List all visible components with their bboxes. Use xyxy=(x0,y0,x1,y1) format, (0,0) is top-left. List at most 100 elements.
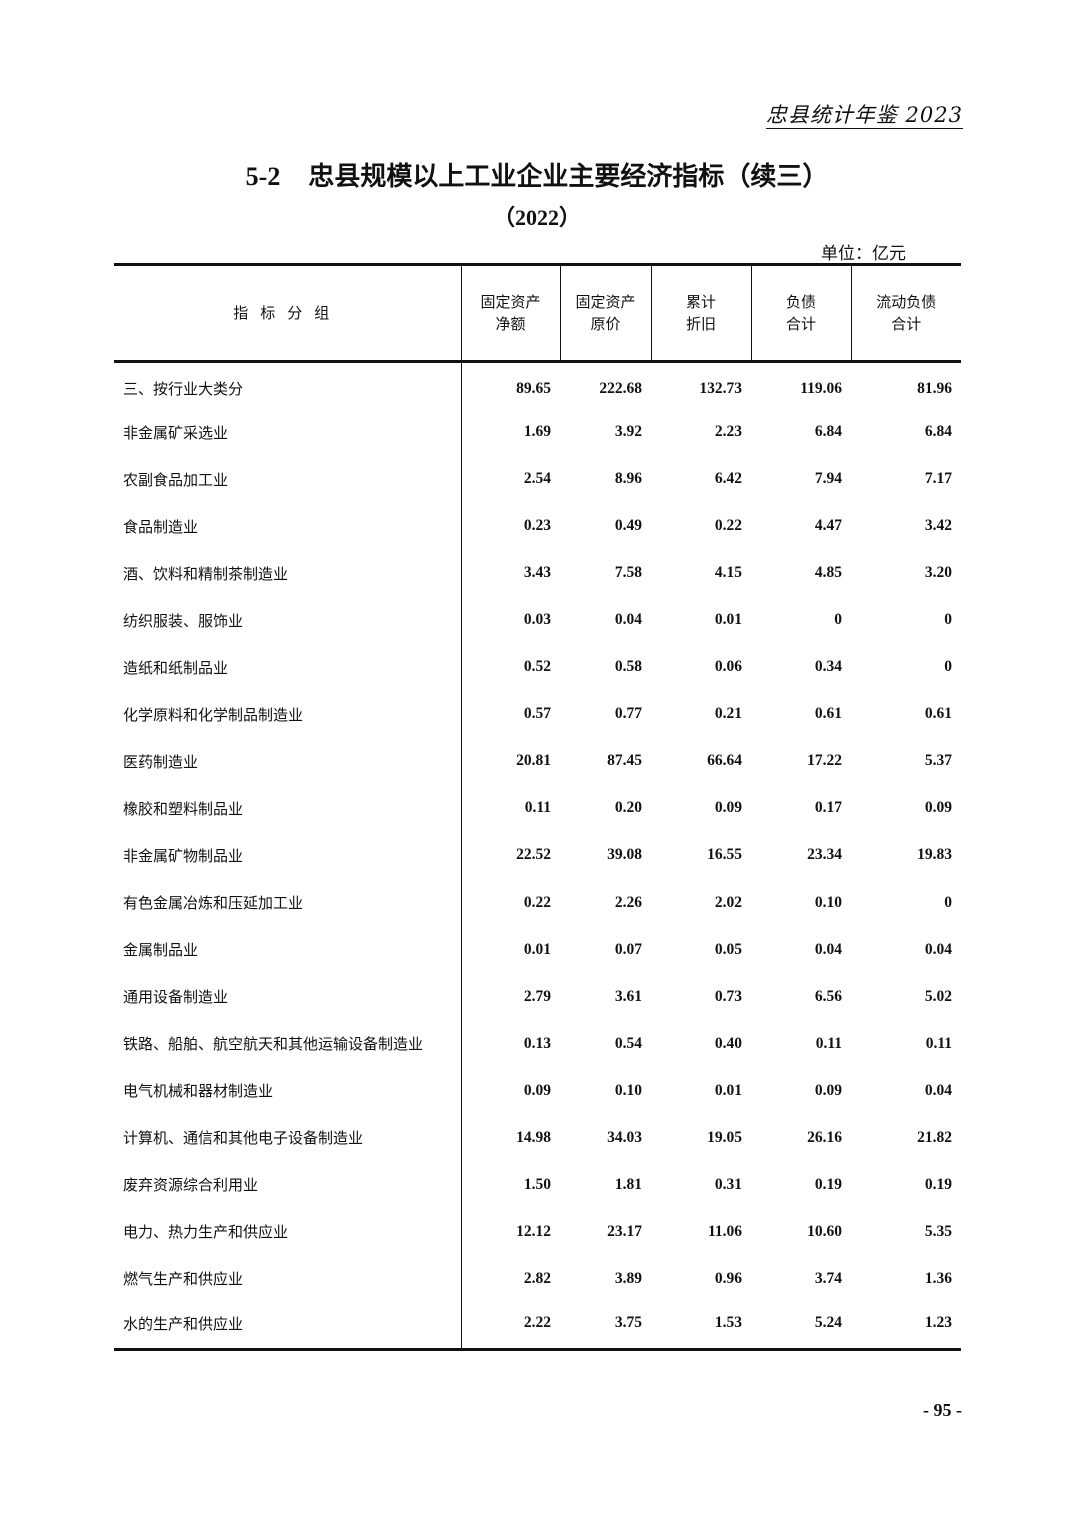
row-label: 电力、热力生产和供应业 xyxy=(114,1208,462,1256)
cell-value: 0.19 xyxy=(814,1175,842,1193)
cell-value: 1.69 xyxy=(523,423,551,441)
cell-value: 1.23 xyxy=(851,1302,961,1351)
cell-value: 0.22 xyxy=(523,893,551,911)
cell-value: 39.08 xyxy=(607,846,642,864)
row-label: 燃气生产和供应业 xyxy=(114,1255,462,1303)
table-row: 三、按行业大类分 89.65 222.68 132.73 119.06 81.96 xyxy=(114,361,961,409)
cell-value: 0.04 xyxy=(924,940,952,958)
cell-value: 0.61 xyxy=(924,705,952,723)
title-text: 忠县规模以上工业企业主要经济指标（续三） xyxy=(308,162,829,192)
cell-value: 0.34 xyxy=(814,658,842,676)
column-header: 负债 合计 xyxy=(750,263,851,363)
table-row: 造纸和纸制品业 0.52 0.58 0.06 0.34 0 xyxy=(114,643,961,691)
cell-value: 0.10 xyxy=(614,1081,642,1099)
cell-value: 7.17 xyxy=(924,470,952,488)
row-label: 有色金属冶炼和压延加工业 xyxy=(114,879,462,927)
cell-value: 0.03 xyxy=(523,611,551,629)
cell-value: 23.17 xyxy=(607,1222,642,1240)
cell-value: 3.42 xyxy=(924,517,952,535)
column-header-line: 合计 xyxy=(891,315,922,333)
cell-value: 5.37 xyxy=(924,752,952,770)
table-row: 酒、饮料和精制茶制造业 3.43 7.58 4.15 4.85 3.20 xyxy=(114,549,961,597)
cell-value: 0.04 xyxy=(614,611,642,629)
cell-value: 0.11 xyxy=(925,1034,952,1052)
cell-value: 119.06 xyxy=(800,379,842,397)
cell-value: 0.57 xyxy=(523,705,551,723)
cell-value: 0.10 xyxy=(814,893,842,911)
cell-value: 66.64 xyxy=(707,752,742,770)
table-header-row: 指标分组 固定资产 净额 固定资产 原价 累计 折旧 负债 合计 流动负债 合计 xyxy=(114,263,961,363)
column-header-line: 折旧 xyxy=(685,315,716,333)
cell-value: 81.96 xyxy=(917,379,952,397)
cell-value: 0.23 xyxy=(523,517,551,535)
cell-value: 0.07 xyxy=(614,940,642,958)
cell-value: 3.61 xyxy=(614,987,642,1005)
cell-value: 6.84 xyxy=(814,423,842,441)
column-header-line: 流动负债 xyxy=(876,293,937,311)
column-header-line: 固定资产 xyxy=(575,293,636,311)
row-label: 非金属矿采选业 xyxy=(114,408,462,456)
cell-value: 26.16 xyxy=(807,1128,842,1146)
table-row: 农副食品加工业 2.54 8.96 6.42 7.94 7.17 xyxy=(114,455,961,503)
column-header-line: 净额 xyxy=(495,315,526,333)
cell-value: 3.92 xyxy=(614,423,642,441)
cell-value: 6.42 xyxy=(714,470,742,488)
row-label: 水的生产和供应业 xyxy=(114,1302,462,1351)
cell-value: 2.54 xyxy=(523,470,551,488)
column-header-line: 指标分组 xyxy=(233,304,342,322)
cell-value: 0 xyxy=(834,611,842,629)
cell-value: 23.34 xyxy=(807,846,842,864)
cell-value: 222.68 xyxy=(599,379,642,397)
row-label: 酒、饮料和精制茶制造业 xyxy=(114,549,462,597)
cell-value: 19.05 xyxy=(707,1128,742,1146)
table-row: 电力、热力生产和供应业 12.12 23.17 11.06 10.60 5.35 xyxy=(114,1208,961,1256)
cell-value: 0.09 xyxy=(924,799,952,817)
row-label: 废弃资源综合利用业 xyxy=(114,1161,462,1209)
cell-value: 0.09 xyxy=(523,1081,551,1099)
cell-value: 0.06 xyxy=(714,658,742,676)
cell-value: 4.47 xyxy=(814,517,842,535)
cell-value: 0.40 xyxy=(714,1034,742,1052)
cell-value: 34.03 xyxy=(607,1128,642,1146)
cell-value: 2.23 xyxy=(714,423,742,441)
cell-value: 7.94 xyxy=(814,470,842,488)
cell-value: 22.52 xyxy=(516,846,551,864)
cell-value: 14.98 xyxy=(516,1128,551,1146)
cell-value: 0.01 xyxy=(523,940,551,958)
cell-value: 0.17 xyxy=(814,799,842,817)
cell-value: 3.74 xyxy=(814,1269,842,1287)
cell-value: 3.89 xyxy=(614,1269,642,1287)
cell-value: 16.55 xyxy=(707,846,742,864)
row-label: 电气机械和器材制造业 xyxy=(114,1067,462,1115)
cell-value: 2.79 xyxy=(523,987,551,1005)
table-row: 水的生产和供应业 2.22 3.75 1.53 5.24 1.23 xyxy=(114,1302,961,1351)
column-header: 流动负债 合计 xyxy=(850,263,961,363)
cell-value: 6.56 xyxy=(814,987,842,1005)
cell-value: 0.13 xyxy=(523,1034,551,1052)
row-label: 三、按行业大类分 xyxy=(114,361,462,409)
cell-value: 5.35 xyxy=(924,1222,952,1240)
cell-value: 6.84 xyxy=(924,423,952,441)
cell-value: 0.49 xyxy=(614,517,642,535)
cell-value: 2.02 xyxy=(714,893,742,911)
unit-label: 单位：亿元 xyxy=(821,244,906,264)
column-header-line: 负债 xyxy=(785,293,816,311)
table-row: 橡胶和塑料制品业 0.11 0.20 0.09 0.17 0.09 xyxy=(114,784,961,832)
cell-value: 17.22 xyxy=(807,752,842,770)
cell-value: 8.96 xyxy=(614,470,642,488)
cell-value: 0.01 xyxy=(714,611,742,629)
table-row: 食品制造业 0.23 0.49 0.22 4.47 3.42 xyxy=(114,502,961,550)
cell-value: 4.85 xyxy=(814,564,842,582)
cell-value: 0.21 xyxy=(714,705,742,723)
cell-value: 2.82 xyxy=(523,1269,551,1287)
cell-value: 87.45 xyxy=(607,752,642,770)
data-table: 指标分组 固定资产 净额 固定资产 原价 累计 折旧 负债 合计 流动负债 合计 三、按行业大类分 8… xyxy=(114,263,961,1351)
table-row: 非金属矿物制品业 22.52 39.08 16.55 23.34 19.83 xyxy=(114,831,961,880)
cell-value: 0 xyxy=(944,658,952,676)
row-label: 造纸和纸制品业 xyxy=(114,643,462,691)
row-label: 非金属矿物制品业 xyxy=(114,831,462,880)
cell-value: 0.04 xyxy=(924,1081,952,1099)
cell-value: 0.01 xyxy=(714,1081,742,1099)
cell-value: 19.83 xyxy=(917,846,952,864)
cell-value: 3.20 xyxy=(924,564,952,582)
